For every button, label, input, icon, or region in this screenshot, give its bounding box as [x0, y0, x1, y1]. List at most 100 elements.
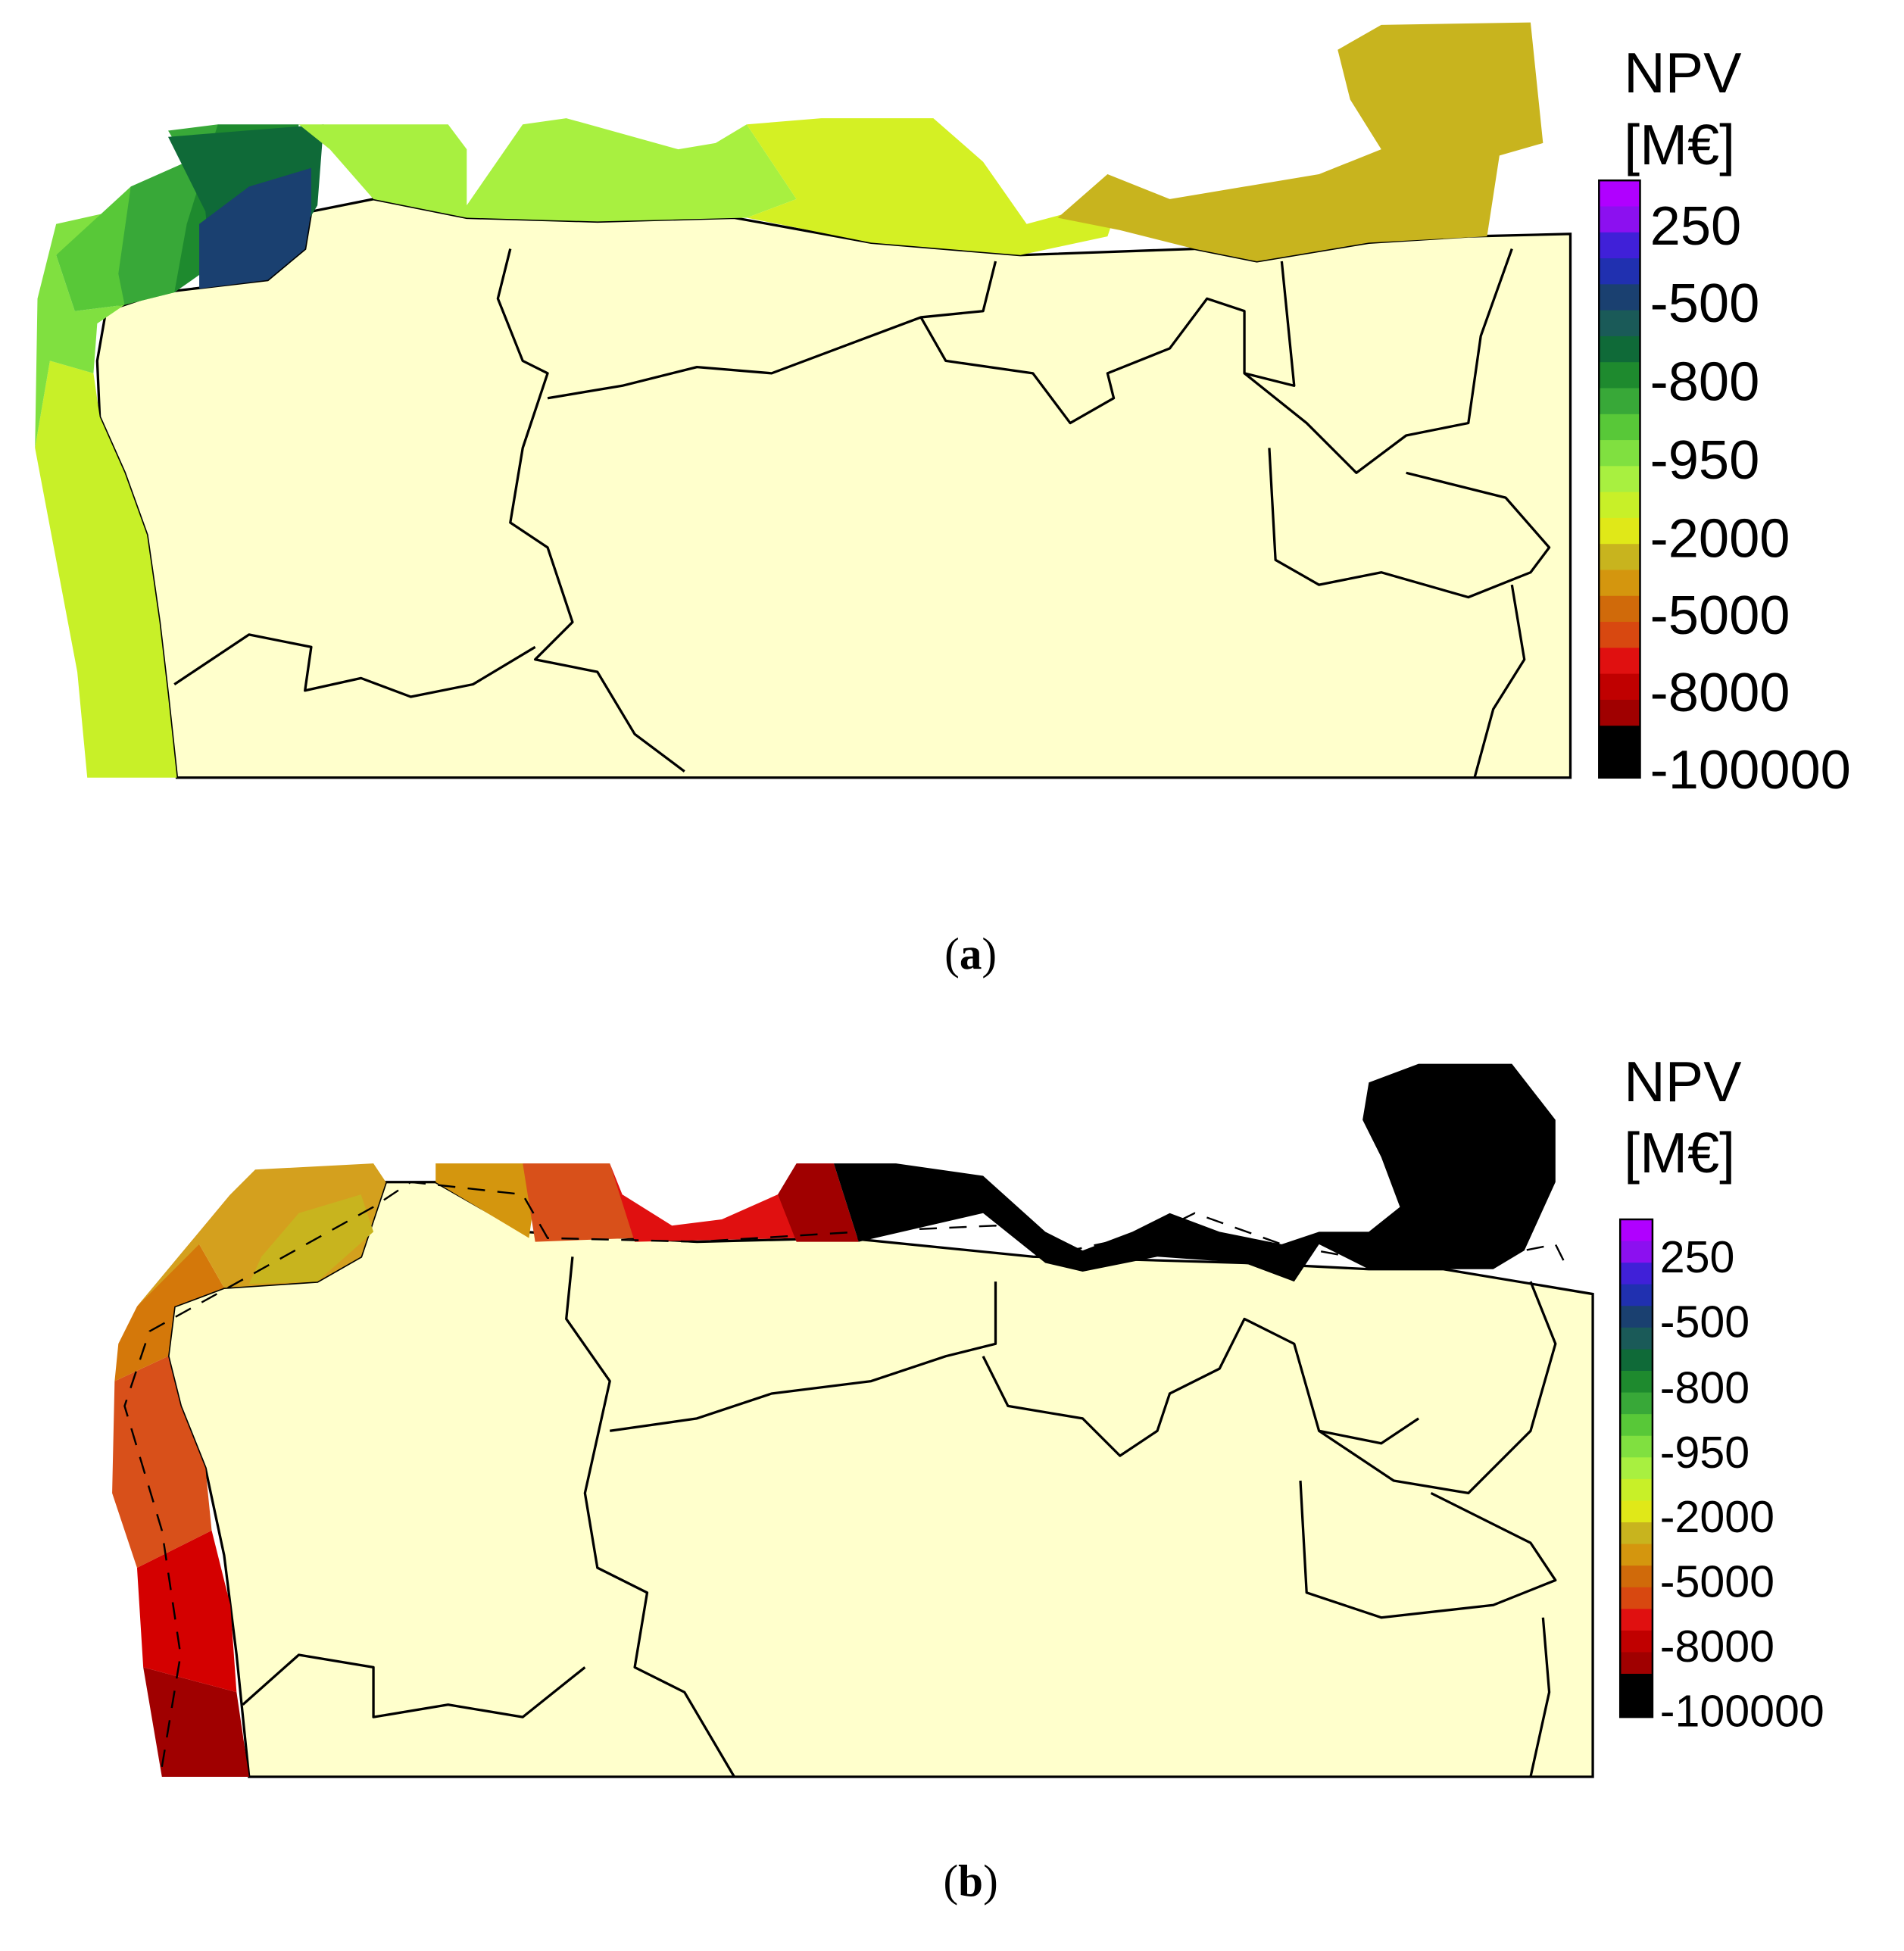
colorbar-segment	[1620, 1565, 1653, 1588]
colorbar-segment	[1620, 1544, 1653, 1566]
colorbar-segment	[1599, 492, 1640, 519]
colorbar-segment	[1599, 622, 1640, 649]
border	[565, 1256, 735, 1778]
colorbar-segment	[1599, 362, 1640, 389]
colorbar-segment	[1599, 595, 1640, 623]
legend-label: -5000	[1660, 1556, 1774, 1607]
colorbar-segment	[1599, 751, 1640, 779]
sea-band	[112, 1356, 212, 1568]
colorbar-segment	[1620, 1522, 1653, 1545]
caption-part: )	[983, 1856, 998, 1906]
caption: (b)	[943, 1856, 997, 1906]
legend-label: -950	[1660, 1427, 1749, 1478]
colorbar-segment	[1599, 673, 1640, 701]
colorbar-segment	[1620, 1587, 1653, 1610]
colorbar-segment	[1620, 1695, 1653, 1718]
sea-band	[136, 1530, 237, 1693]
colorbar-segment	[1599, 517, 1640, 545]
legend-label: -500	[1650, 273, 1760, 334]
caption-part: (	[943, 1856, 958, 1906]
colorbar-segment	[1599, 544, 1640, 571]
legend: NPV [M€] 250 -500 -800 -950 -2000 -5000 -8000 -10…	[1618, 1050, 1824, 1736]
border	[1268, 448, 1551, 599]
caption-part: b	[958, 1856, 983, 1906]
legend-label: -500	[1660, 1296, 1749, 1347]
border	[173, 633, 536, 698]
border	[919, 261, 1296, 425]
colorbar-segment	[1620, 1284, 1653, 1307]
legend-label: -8000	[1660, 1621, 1774, 1672]
border	[1244, 248, 1513, 474]
sea-band	[1057, 22, 1543, 261]
sea-band	[435, 1163, 535, 1238]
colorbar-segment	[1620, 1414, 1653, 1437]
legend-label: -2000	[1650, 508, 1790, 569]
legend-label: -800	[1660, 1362, 1749, 1413]
land	[95, 198, 1572, 779]
colorbar-frame	[1598, 179, 1641, 779]
map-b	[112, 1063, 1594, 1778]
colorbar-segment	[1620, 1263, 1653, 1285]
colorbar-segment	[1620, 1478, 1653, 1502]
colorbar-segment	[1620, 1609, 1653, 1631]
legend-label: 250	[1650, 196, 1742, 257]
border	[547, 261, 997, 400]
colorbar-segment	[1620, 1392, 1653, 1415]
colorbar-segment	[1620, 1349, 1653, 1372]
legend-label: -100000	[1650, 740, 1851, 801]
legend-unit: [M€]	[1624, 114, 1735, 177]
legend-label: -8000	[1650, 663, 1790, 723]
legend-label: -5000	[1650, 585, 1790, 646]
colorbar-segment	[1599, 648, 1640, 675]
legend-label: -950	[1650, 430, 1760, 491]
sea-band	[114, 1194, 231, 1381]
border	[609, 1281, 997, 1432]
colorbar-segment	[1599, 310, 1640, 337]
sea-band	[35, 361, 177, 778]
colorbar-segment	[1620, 1652, 1653, 1675]
legend-label: -2000	[1660, 1491, 1774, 1542]
colorbar-segment	[1620, 1371, 1653, 1394]
border	[1473, 584, 1526, 779]
border	[242, 1653, 586, 1718]
legend-label: -800	[1650, 351, 1760, 412]
colorbar-segment	[1620, 1306, 1653, 1328]
colorbar-segment	[1620, 1327, 1653, 1350]
map-a	[35, 22, 1572, 779]
colorbar-segment	[1620, 1630, 1653, 1653]
sea-band	[199, 167, 311, 289]
sea-band	[778, 1163, 859, 1242]
colorbar-segment	[1599, 180, 1640, 208]
legend-unit: [M€]	[1624, 1122, 1735, 1185]
sea-band	[833, 1063, 1556, 1282]
colorbar-segment	[1620, 1500, 1653, 1523]
colorbar-segment	[1599, 466, 1640, 493]
colorbar-segment	[1599, 336, 1640, 364]
legend-label: -100000	[1660, 1685, 1824, 1736]
colorbar-segment	[1620, 1241, 1653, 1263]
legend-title: NPV	[1624, 42, 1742, 105]
legend-title: NPV	[1624, 1050, 1742, 1114]
border	[982, 1317, 1419, 1457]
colorbar-segment	[1599, 570, 1640, 597]
border	[496, 248, 685, 773]
colorbar-segment	[1599, 232, 1640, 259]
colorbar-segment	[1620, 1674, 1653, 1697]
colorbar-segment	[1599, 388, 1640, 415]
sea-band	[523, 1163, 635, 1242]
colorbar-segment	[1599, 699, 1640, 727]
legend-label: 250	[1660, 1231, 1735, 1282]
sea-band	[610, 1163, 797, 1242]
legend: NPV [M€] 250 -500 -800 -950 -2000 -5000 -8000 -10…	[1598, 42, 1851, 801]
colorbar-segment	[1599, 206, 1640, 233]
sea-band	[746, 118, 1120, 255]
sea-band	[298, 118, 797, 222]
sea-band	[143, 1667, 249, 1777]
border	[1318, 1281, 1557, 1495]
colorbar-segment	[1599, 440, 1640, 467]
colorbar-segment	[1599, 726, 1640, 753]
route	[123, 1181, 1569, 1768]
colorbar-segment	[1620, 1219, 1653, 1242]
colorbar-frame	[1618, 1218, 1654, 1718]
